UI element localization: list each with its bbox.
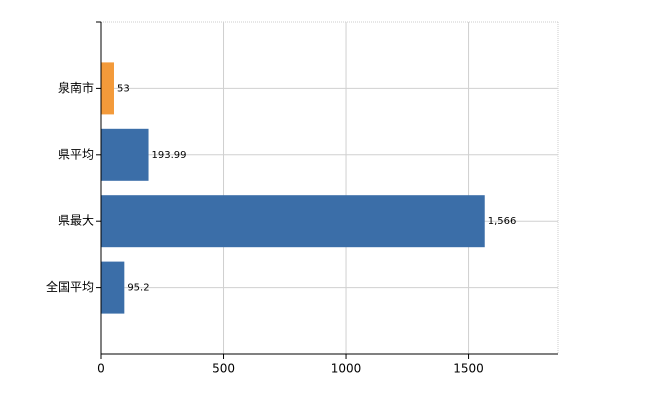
y-tick-label: 県平均: [58, 147, 94, 161]
value-label: 95.2: [127, 283, 149, 294]
x-tick-label: 1500: [453, 362, 484, 376]
x-tick-label: 500: [212, 362, 235, 376]
bar: [101, 62, 114, 115]
x-tick-label: 0: [97, 362, 105, 376]
y-tick-label: 県最大: [58, 214, 94, 228]
value-label: 53: [117, 83, 130, 94]
y-tick-label: 泉南市: [58, 80, 94, 95]
value-label: 1,566: [488, 216, 517, 227]
x-tick-label: 1000: [331, 362, 362, 376]
bar: [101, 195, 485, 248]
value-label: 193.99: [152, 150, 187, 161]
y-tick-label: 全国平均: [46, 279, 94, 294]
bar: [101, 128, 149, 181]
bar: [101, 261, 125, 314]
